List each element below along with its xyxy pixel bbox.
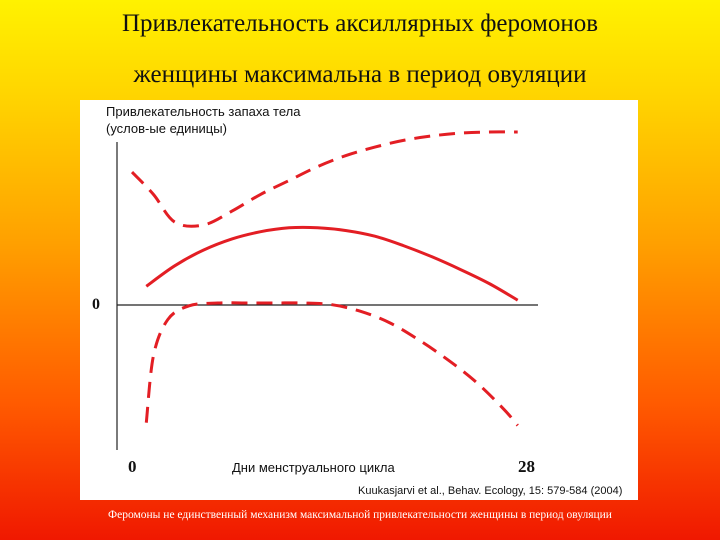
x-tick-label-end: 28 [518, 457, 535, 476]
slide-title-line2: женщины максимальна в период овуляции [133, 61, 587, 88]
middle-solid-curve [145, 225, 519, 302]
chart-panel: Привлекательность запаха тела (услов-ые … [80, 100, 638, 500]
y-zero-tick-label: 0 [92, 296, 100, 313]
lower-dashed-curve [144, 301, 519, 427]
slide-title-line1: Привлекательность аксиллярных феромонов [121, 10, 599, 37]
series-layer [130, 130, 519, 427]
y-axis-label-line2: (услов-ые единицы) [106, 121, 227, 136]
x-tick-label-start: 0 [128, 457, 137, 476]
slide-caption: Феромоны не единственный механизм максим… [108, 509, 612, 521]
upper-dashed-curve [130, 130, 518, 228]
attractiveness-line-chart: Привлекательность запаха тела (услов-ые … [92, 104, 622, 497]
x-axis-label: Дни менструального цикла [232, 460, 396, 475]
y-axis-label-line1: Привлекательность запаха тела [106, 104, 301, 119]
citation: Kuukasjarvi et al., Behav. Ecology, 15: … [358, 485, 622, 497]
